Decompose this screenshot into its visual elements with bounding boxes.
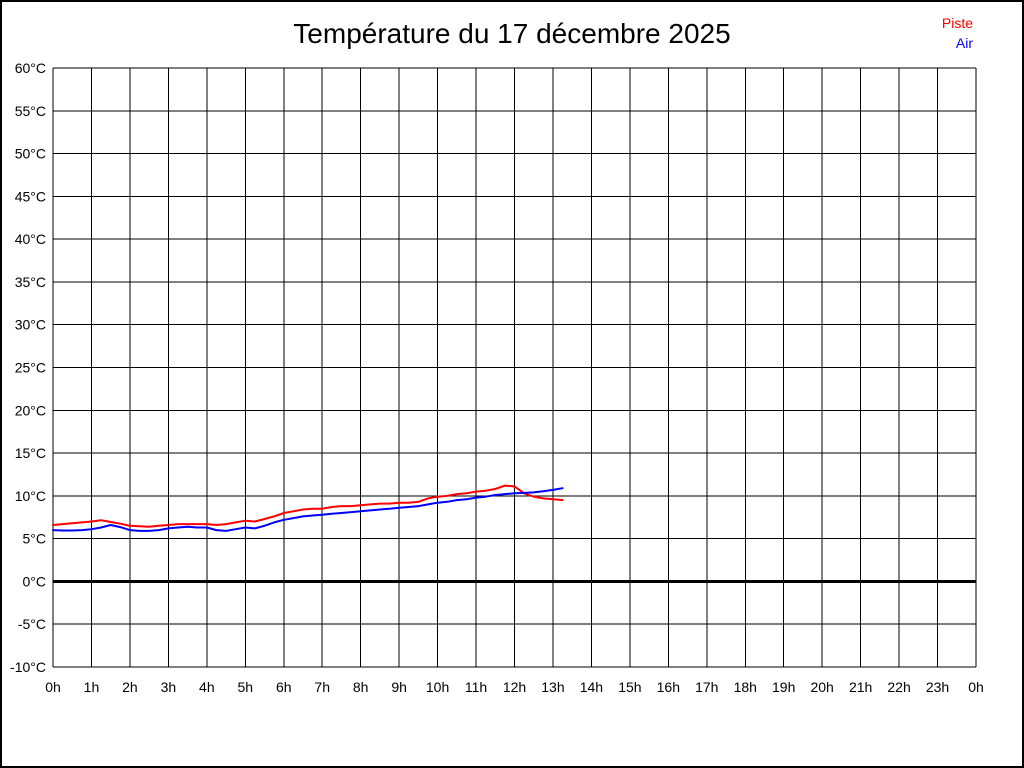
y-tick-label: 60°C [15, 60, 46, 76]
x-tick-label: 0h [45, 679, 61, 695]
series-lines [52, 484, 564, 532]
series-line-piste [52, 484, 564, 528]
x-tick-label: 2h [122, 679, 138, 695]
grid [52, 67, 977, 668]
x-tick-label: 6h [276, 679, 292, 695]
y-tick-label: 25°C [15, 360, 46, 376]
legend-item-piste: Piste [941, 15, 973, 31]
x-tick-label: 13h [541, 679, 564, 695]
x-tick-label: 9h [391, 679, 407, 695]
x-tick-label: 8h [353, 679, 369, 695]
y-tick-label: -5°C [18, 616, 46, 632]
x-axis-labels: 0h 1h 2h 3h 4h 5h 6h 7h 8h 9h 10h 11h 12h 13h 14h 15h 16… [45, 679, 984, 695]
x-tick-label: 20h [810, 679, 833, 695]
y-tick-label: 20°C [15, 402, 46, 418]
y-tick-label: 5°C [23, 531, 47, 547]
x-tick-label: 3h [161, 679, 177, 695]
x-tick-label: 7h [314, 679, 330, 695]
x-tick-label: 14h [580, 679, 603, 695]
y-tick-label: 35°C [15, 274, 46, 290]
x-tick-label: 19h [772, 679, 795, 695]
y-tick-label: 0°C [23, 573, 47, 589]
x-tick-label: 21h [849, 679, 872, 695]
y-tick-label: 40°C [15, 231, 46, 247]
y-axis-labels: 60°C 55°C 50°C 45°C 40°C 35°C 30°C 25°C 20°C 15°C… [10, 60, 46, 675]
chart-title: Température du 17 décembre 2025 [293, 18, 731, 49]
x-tick-label: 4h [199, 679, 215, 695]
y-tick-label: -10°C [10, 659, 46, 675]
x-tick-label: 0h [968, 679, 984, 695]
x-tick-label: 1h [84, 679, 100, 695]
x-tick-label: 15h [618, 679, 641, 695]
y-tick-label: 50°C [15, 146, 46, 162]
y-tick-label: 15°C [15, 445, 46, 461]
legend-item-air: Air [955, 35, 973, 51]
x-tick-label: 11h [465, 679, 487, 695]
y-tick-label: 10°C [15, 488, 46, 504]
y-tick-label: 30°C [15, 317, 46, 333]
x-tick-label: 18h [734, 679, 757, 695]
series-line-air [52, 487, 564, 532]
y-tick-label: 45°C [15, 188, 46, 204]
y-tick-label: 55°C [15, 103, 46, 119]
chart-legend: Piste Air [942, 13, 973, 53]
x-tick-label: 17h [695, 679, 718, 695]
x-tick-label: 10h [426, 679, 449, 695]
x-tick-label: 5h [238, 679, 254, 695]
x-tick-label: 23h [926, 679, 949, 695]
x-tick-label: 22h [887, 679, 910, 695]
x-tick-label: 16h [657, 679, 680, 695]
x-tick-label: 12h [503, 679, 526, 695]
